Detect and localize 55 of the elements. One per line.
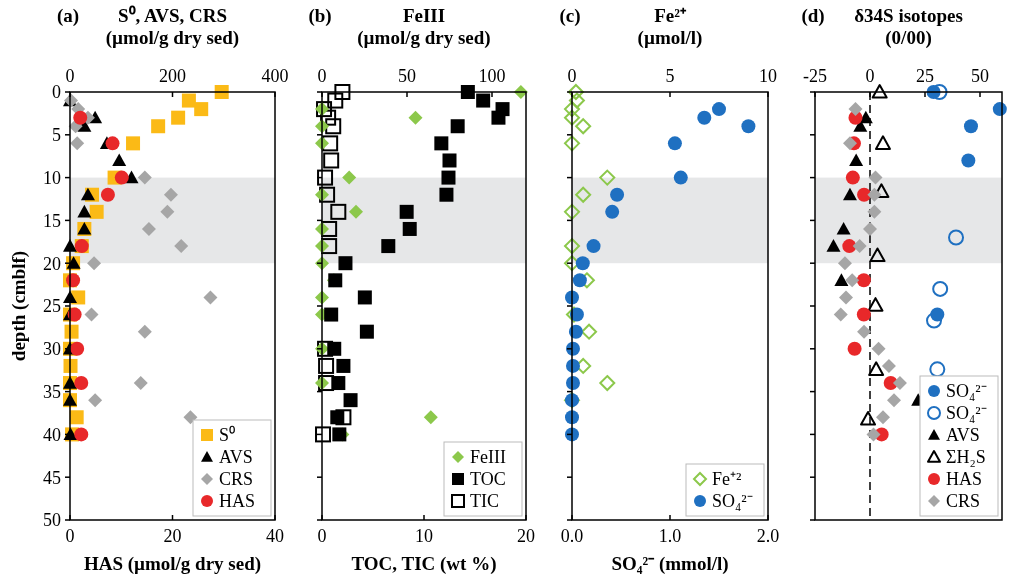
legend-label: HAS bbox=[219, 491, 256, 512]
legend-label: FeIII bbox=[470, 447, 506, 468]
chart-title: (a) bbox=[56, 5, 80, 27]
x-tick-label: 25 bbox=[916, 66, 934, 86]
x-tick-label: 0 bbox=[317, 526, 327, 546]
y-tick-label: 5 bbox=[52, 125, 61, 146]
legend-label: Fe⁺² bbox=[712, 469, 742, 490]
legend-label: HAS bbox=[946, 469, 983, 490]
y-tick-label: 35 bbox=[43, 381, 61, 402]
legend-label: ΣH₂S bbox=[946, 447, 986, 468]
legend-label: AVS bbox=[219, 447, 253, 468]
legend-label: S⁰ bbox=[219, 425, 236, 446]
y-tick-label: 40 bbox=[43, 424, 61, 445]
y-tick-label: 30 bbox=[43, 339, 61, 360]
x2-tick-label: 5 bbox=[665, 66, 675, 86]
x2-axis-title: Fe²⁺ (µmol/l) bbox=[637, 5, 703, 49]
legend-label: TOC bbox=[470, 469, 506, 490]
legend-label: SO₄²⁻ bbox=[946, 403, 987, 424]
x-tick-label: 0 bbox=[865, 66, 875, 86]
y-tick-label: 0 bbox=[52, 82, 61, 103]
x-tick-label: 1.0 bbox=[658, 526, 682, 546]
y-tick-label: 25 bbox=[43, 296, 61, 317]
x-axis-title: TOC, TIC (wt %) bbox=[351, 553, 497, 575]
legend-label: AVS bbox=[946, 425, 980, 446]
legend-label: SO₄²⁻ bbox=[712, 491, 753, 512]
chart-title: (b) bbox=[308, 5, 332, 27]
y-tick-label: 50 bbox=[43, 510, 61, 531]
chart-title: (c) bbox=[559, 5, 581, 27]
legend-label: CRS bbox=[946, 491, 981, 512]
y-tick-label: 20 bbox=[43, 253, 61, 274]
x-tick-label: 0.0 bbox=[560, 526, 584, 546]
x-tick-label: 20 bbox=[517, 526, 535, 546]
y-tick-label: 15 bbox=[43, 210, 61, 231]
x-tick-label: 10 bbox=[415, 526, 433, 546]
legend-label: CRS bbox=[219, 469, 254, 490]
y-tick-label: 45 bbox=[43, 467, 61, 488]
x-tick-label: 2.0 bbox=[756, 526, 780, 546]
x2-axis-title: FeIII (µmol/g dry sed) bbox=[357, 5, 491, 49]
x-tick-label: 40 bbox=[266, 526, 284, 546]
x-tick-label: 20 bbox=[163, 526, 182, 546]
x-tick-label: 50 bbox=[971, 66, 989, 86]
x2-axis-title: S⁰, AVS, CRS (µmol/g dry sed) bbox=[105, 5, 240, 49]
x2-tick-label: 400 bbox=[261, 66, 289, 86]
legend-label: TIC bbox=[470, 491, 499, 512]
x-axis-title: SO₄²⁻ (mmol/l) bbox=[611, 553, 729, 575]
y-axis-title: depth (cmblf) bbox=[8, 250, 30, 362]
x2-tick-label: 200 bbox=[159, 66, 186, 86]
x-axis-title: δ34S isotopes (0/00) bbox=[854, 5, 963, 49]
x2-tick-label: 100 bbox=[478, 66, 506, 86]
x-tick-label: 0 bbox=[65, 526, 75, 546]
legend-label: SO₄²⁻ bbox=[946, 381, 987, 402]
x-tick-label: -25 bbox=[803, 66, 827, 86]
y-tick-label: 10 bbox=[43, 167, 61, 188]
chart-title: (d) bbox=[801, 5, 825, 27]
x-axis-title: HAS (µmol/g dry sed) bbox=[83, 553, 262, 575]
